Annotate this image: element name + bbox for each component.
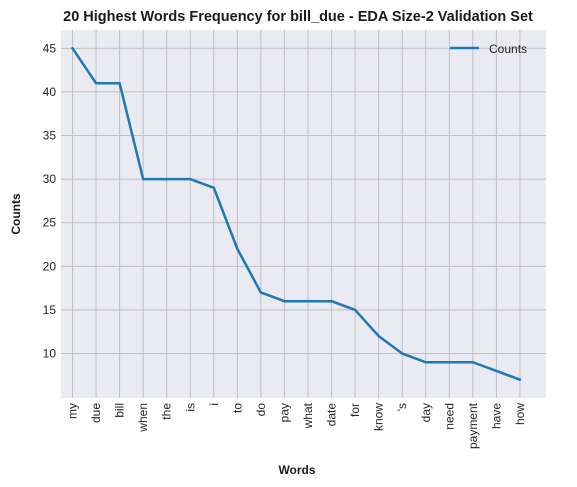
legend-label: Counts [489,42,527,56]
data-point [307,300,309,302]
x-tick-label: payment [466,402,480,449]
y-tick-label: 30 [43,172,57,186]
x-tick-label: my [66,403,80,419]
data-point [519,378,521,380]
y-tick-label: 15 [43,303,57,317]
x-tick-label: how [513,403,527,425]
data-point [166,178,168,180]
x-tick-label: when [136,403,150,433]
x-tick-label: need [442,403,456,430]
x-tick-label: to [230,403,244,413]
y-tick-label: 45 [43,41,57,55]
x-tick-label: have [489,403,503,429]
data-point [142,178,144,180]
y-axis-label: Counts [9,193,23,235]
y-tick-label: 35 [43,129,57,143]
data-point [377,335,379,337]
x-tick-label: is [183,403,197,412]
data-point [283,300,285,302]
data-point [118,82,120,84]
x-tick-label: pay [277,403,291,422]
x-tick-label: 's [395,403,409,411]
y-tick-label: 25 [43,216,57,230]
x-tick-label: due [89,403,103,423]
x-tick-label: date [325,403,339,427]
data-point [472,361,474,363]
y-tick-label: 40 [43,85,57,99]
data-point [448,361,450,363]
x-tick-label: know [372,403,386,431]
data-point [189,178,191,180]
data-point [354,309,356,311]
x-tick-label: for [348,403,362,417]
data-point [425,361,427,363]
x-tick-label: the [160,403,174,420]
data-point [260,291,262,293]
data-point [236,248,238,250]
x-tick-label: what [301,402,315,429]
data-point [401,352,403,354]
x-tick-label: do [254,403,268,417]
x-axis-label: Words [278,463,315,477]
data-point [495,370,497,372]
x-tick-label: day [419,403,433,422]
x-tick-label: bill [113,403,127,418]
data-point [330,300,332,302]
data-point [213,187,215,189]
chart-title: 20 Highest Words Frequency for bill_due … [63,9,533,25]
y-tick-label: 20 [43,259,57,273]
data-point [71,47,73,49]
x-tick-label: i [207,403,221,406]
data-point [95,82,97,84]
y-tick-label: 10 [43,347,57,361]
